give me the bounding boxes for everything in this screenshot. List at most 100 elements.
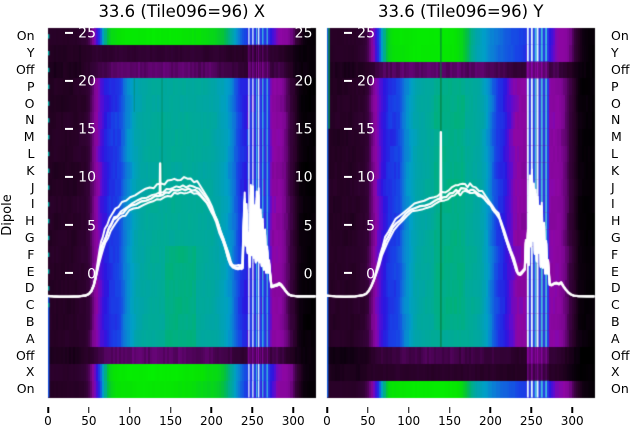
row-label-right-f-13: F xyxy=(611,246,619,262)
y-tick-mark-1-5 xyxy=(344,223,352,227)
row-label-left-m-6: M xyxy=(23,129,35,145)
x-tick-label-0-0: 0 xyxy=(44,414,52,428)
y-tick-mark-1-0 xyxy=(344,272,352,275)
y-tick-mark-0-20 xyxy=(65,79,73,82)
row-label-right-d-15: D xyxy=(611,280,621,296)
row-label-left-i-10: I xyxy=(30,196,35,212)
y-tick-mark-1-15 xyxy=(344,127,352,130)
row-label-left-y-1: Y xyxy=(26,45,35,61)
x-tick-label-1-0: 0 xyxy=(323,414,331,428)
x-tick-label-1-250: 250 xyxy=(519,414,543,428)
row-label-right-on-21: On xyxy=(611,381,629,397)
y-tick-label-1-20: 20 xyxy=(357,73,375,90)
row-label-left-f-13: F xyxy=(27,246,35,262)
x-tick-mark-1-200 xyxy=(489,406,492,413)
x-tick-label-0-150: 150 xyxy=(159,414,183,428)
row-label-right-h-11: H xyxy=(611,213,621,229)
x-tick-mark-1-100 xyxy=(407,406,410,413)
row-label-right-c-16: C xyxy=(611,297,620,313)
row-label-right-n-5: N xyxy=(611,112,621,128)
row-label-right-off-19: Off xyxy=(611,347,630,363)
row-label-right-m-6: M xyxy=(611,129,622,145)
row-label-right-y-1: Y xyxy=(611,45,619,61)
y-tick-label-right-0-25: 25 xyxy=(294,25,313,42)
row-label-left-l-7: L xyxy=(27,145,35,161)
x-tick-mark-0-50 xyxy=(88,406,90,413)
row-label-left-off-2: Off xyxy=(16,61,35,77)
x-tick-label-1-150: 150 xyxy=(438,414,462,428)
y-tick-label-1-5: 5 xyxy=(366,218,375,235)
y-tick-label-0-0: 0 xyxy=(87,266,96,283)
row-label-left-b-17: B xyxy=(25,313,35,329)
row-label-right-k-8: K xyxy=(611,162,620,178)
y-tick-label-right-0-15: 15 xyxy=(294,121,313,138)
y-tick-label-0-5: 5 xyxy=(87,218,96,235)
row-label-right-o-4: O xyxy=(611,95,621,111)
x-tick-label-0-250: 250 xyxy=(240,414,264,428)
x-tick-mark-1-0 xyxy=(326,406,328,413)
y-tick-mark-0-25 xyxy=(65,31,73,34)
row-label-left-g-12: G xyxy=(24,229,35,245)
x-tick-mark-0-250 xyxy=(251,406,254,413)
row-label-left-e-14: E xyxy=(26,263,35,279)
panel-x-title: 33.6 (Tile096=96) X xyxy=(98,2,266,21)
y-tick-label-1-15: 15 xyxy=(357,121,375,138)
y-tick-label-0-20: 20 xyxy=(78,73,96,90)
x-tick-label-1-50: 50 xyxy=(360,414,376,428)
row-label-right-a-18: A xyxy=(611,330,620,346)
row-label-right-on-0: On xyxy=(611,28,629,44)
y-tick-mark-0-10 xyxy=(65,175,73,179)
y-tick-label-0-10: 10 xyxy=(78,169,96,186)
y-tick-mark-1-10 xyxy=(344,175,352,179)
row-label-left-on-0: On xyxy=(16,28,35,44)
y-tick-label-right-0-10: 10 xyxy=(294,169,313,186)
y-tick-mark-1-20 xyxy=(344,79,352,82)
row-label-right-off-2: Off xyxy=(611,61,630,77)
row-label-right-x-20: X xyxy=(611,364,620,380)
row-label-left-on-21: On xyxy=(16,381,35,397)
row-label-right-p-3: P xyxy=(611,78,619,94)
x-tick-label-0-200: 200 xyxy=(200,414,223,428)
y-tick-label-right-0-20: 20 xyxy=(294,73,313,90)
row-label-left-x-20: X xyxy=(25,364,35,380)
row-label-left-n-5: N xyxy=(25,112,35,128)
row-label-left-c-16: C xyxy=(25,297,35,313)
x-tick-mark-0-150 xyxy=(169,406,172,413)
x-tick-mark-1-50 xyxy=(367,406,369,413)
y-tick-mark-0-15 xyxy=(65,127,73,130)
x-tick-label-1-200: 200 xyxy=(479,414,502,428)
x-tick-mark-1-250 xyxy=(530,406,533,413)
x-tick-label-1-300: 300 xyxy=(560,414,584,428)
y-tick-label-1-0: 0 xyxy=(366,266,375,283)
y-tick-label-1-10: 10 xyxy=(357,169,375,186)
x-tick-mark-0-200 xyxy=(210,406,213,413)
y-tick-label-1-25: 25 xyxy=(357,25,375,42)
x-tick-label-0-50: 50 xyxy=(81,414,97,428)
x-tick-mark-1-150 xyxy=(448,406,451,413)
y-tick-label-right-0-0: 0 xyxy=(303,266,313,283)
row-label-left-d-15: D xyxy=(24,280,35,296)
row-label-left-a-18: A xyxy=(25,330,35,346)
row-label-left-h-11: H xyxy=(25,213,35,229)
row-label-left-off-19: Off xyxy=(16,347,35,363)
y-tick-mark-0-0 xyxy=(65,272,73,275)
x-tick-label-0-100: 100 xyxy=(118,414,142,428)
row-label-left-j-9: J xyxy=(30,179,35,195)
panel-y-title: 33.6 (Tile096=96) Y xyxy=(378,2,544,21)
row-label-right-j-9: J xyxy=(611,179,615,195)
row-label-left-o-4: O xyxy=(24,95,35,111)
x-tick-label-1-100: 100 xyxy=(397,414,421,428)
x-tick-mark-0-300 xyxy=(292,406,294,413)
row-label-left-p-3: P xyxy=(26,78,35,94)
row-label-right-l-7: L xyxy=(611,145,618,161)
y-axis-label: Dipole xyxy=(0,194,15,236)
row-label-right-e-14: E xyxy=(611,263,619,279)
x-tick-mark-0-100 xyxy=(128,406,131,413)
x-tick-label-0-300: 300 xyxy=(281,414,305,428)
x-tick-mark-0-0 xyxy=(47,406,49,413)
y-tick-mark-0-5 xyxy=(65,223,73,227)
y-tick-mark-1-25 xyxy=(344,31,352,34)
row-label-left-k-8: K xyxy=(26,162,35,178)
